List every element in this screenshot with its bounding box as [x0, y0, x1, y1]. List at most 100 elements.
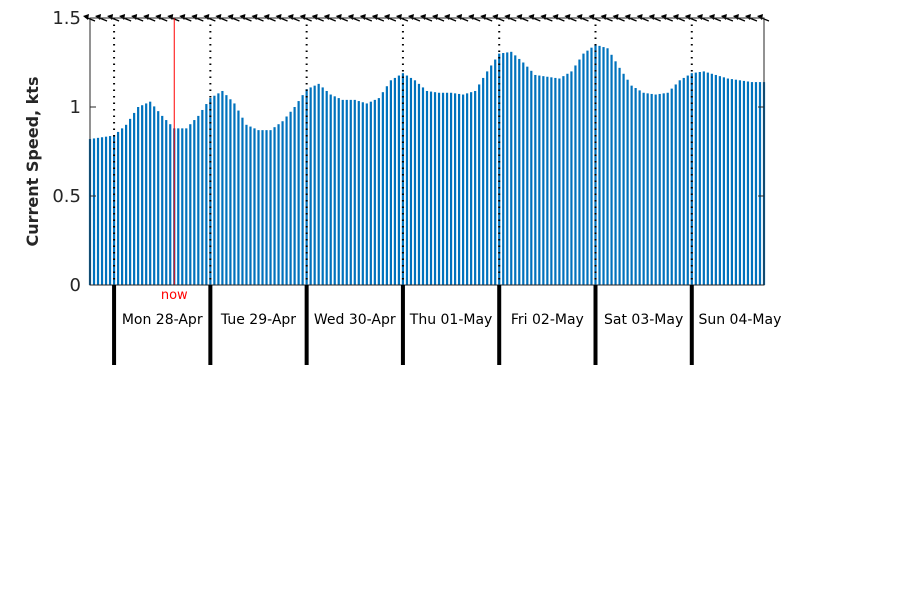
bar — [281, 121, 284, 286]
bar — [425, 90, 429, 285]
bar — [229, 99, 232, 285]
bar — [754, 82, 758, 285]
y-tick-label: 1.5 — [52, 8, 81, 29]
bar — [313, 85, 316, 285]
bar — [409, 77, 413, 285]
bar — [594, 44, 597, 286]
bar — [393, 77, 397, 285]
bar — [678, 80, 681, 285]
bar — [153, 106, 156, 285]
bar — [610, 54, 613, 285]
bar — [345, 99, 348, 285]
day-axis: Mon 28-Apr Tue 29-Apr Wed 30-Apr Thu 01-May… — [112, 285, 781, 365]
bar — [297, 101, 300, 285]
bar — [277, 124, 280, 285]
bar — [682, 77, 685, 285]
bar — [658, 93, 661, 286]
bar — [638, 90, 641, 286]
bar-series — [88, 44, 766, 286]
bar — [650, 93, 653, 286]
bar — [526, 66, 529, 285]
bar — [574, 65, 577, 285]
bar — [96, 137, 100, 285]
bar — [590, 47, 593, 285]
bar — [209, 98, 212, 285]
bar — [337, 98, 340, 285]
bar — [437, 92, 441, 285]
bar — [112, 135, 116, 285]
bar — [510, 51, 513, 285]
bar — [578, 59, 581, 286]
bar — [474, 90, 477, 285]
bar — [606, 48, 609, 286]
bar — [558, 78, 561, 286]
bar — [445, 92, 449, 285]
bar — [329, 94, 332, 285]
bar — [734, 79, 738, 285]
bar — [253, 128, 256, 285]
bar — [538, 75, 541, 285]
bar — [586, 50, 589, 286]
bar — [361, 102, 364, 286]
day-label: Sat 03-May — [604, 312, 683, 328]
bar — [694, 72, 697, 285]
bar — [482, 77, 485, 285]
y-tick-label: 1 — [70, 97, 81, 118]
bar — [289, 111, 292, 285]
bar — [301, 95, 304, 285]
bar — [750, 82, 754, 285]
bar — [674, 84, 677, 285]
bar — [449, 92, 453, 285]
bar — [145, 103, 148, 285]
bar — [546, 76, 549, 286]
bar — [149, 101, 152, 285]
bar — [714, 74, 717, 286]
bar — [542, 76, 545, 285]
bar — [554, 77, 557, 285]
bar — [161, 115, 164, 286]
bar — [369, 101, 372, 285]
day-divider-lines — [113, 18, 693, 285]
bar — [654, 94, 657, 285]
bar — [614, 61, 617, 286]
bar — [722, 77, 725, 285]
bar — [746, 81, 750, 285]
bar — [373, 99, 376, 285]
bar — [157, 111, 160, 285]
bar — [317, 83, 320, 285]
bar — [321, 87, 324, 285]
bar — [381, 92, 384, 286]
day-label: Wed 30-Apr — [314, 312, 396, 328]
bar — [634, 88, 637, 285]
bar — [686, 75, 689, 285]
bar — [498, 53, 501, 285]
bar — [197, 115, 200, 286]
y-axis-label: Current Speed, kts — [23, 77, 42, 247]
bar — [181, 128, 184, 285]
bar — [494, 59, 497, 286]
bar — [261, 130, 264, 285]
bar — [441, 92, 445, 285]
bar — [478, 84, 481, 285]
bar — [233, 103, 236, 285]
bar — [738, 80, 742, 285]
bar — [241, 117, 244, 286]
bar — [417, 83, 421, 285]
bar — [646, 93, 649, 285]
day-label: Fri 02-May — [511, 312, 584, 328]
bar — [169, 124, 172, 285]
bar — [269, 130, 272, 285]
bar — [333, 96, 336, 285]
y-tick-label: 0 — [70, 275, 81, 296]
day-label: Sun 04-May — [698, 312, 781, 328]
bar — [490, 65, 493, 285]
bar — [397, 75, 401, 285]
bar — [413, 80, 417, 285]
bar — [630, 85, 633, 285]
bar — [433, 92, 437, 286]
bar — [666, 92, 669, 285]
bar — [177, 128, 180, 285]
bar — [405, 75, 409, 285]
bar — [201, 109, 204, 285]
bar — [125, 124, 128, 285]
